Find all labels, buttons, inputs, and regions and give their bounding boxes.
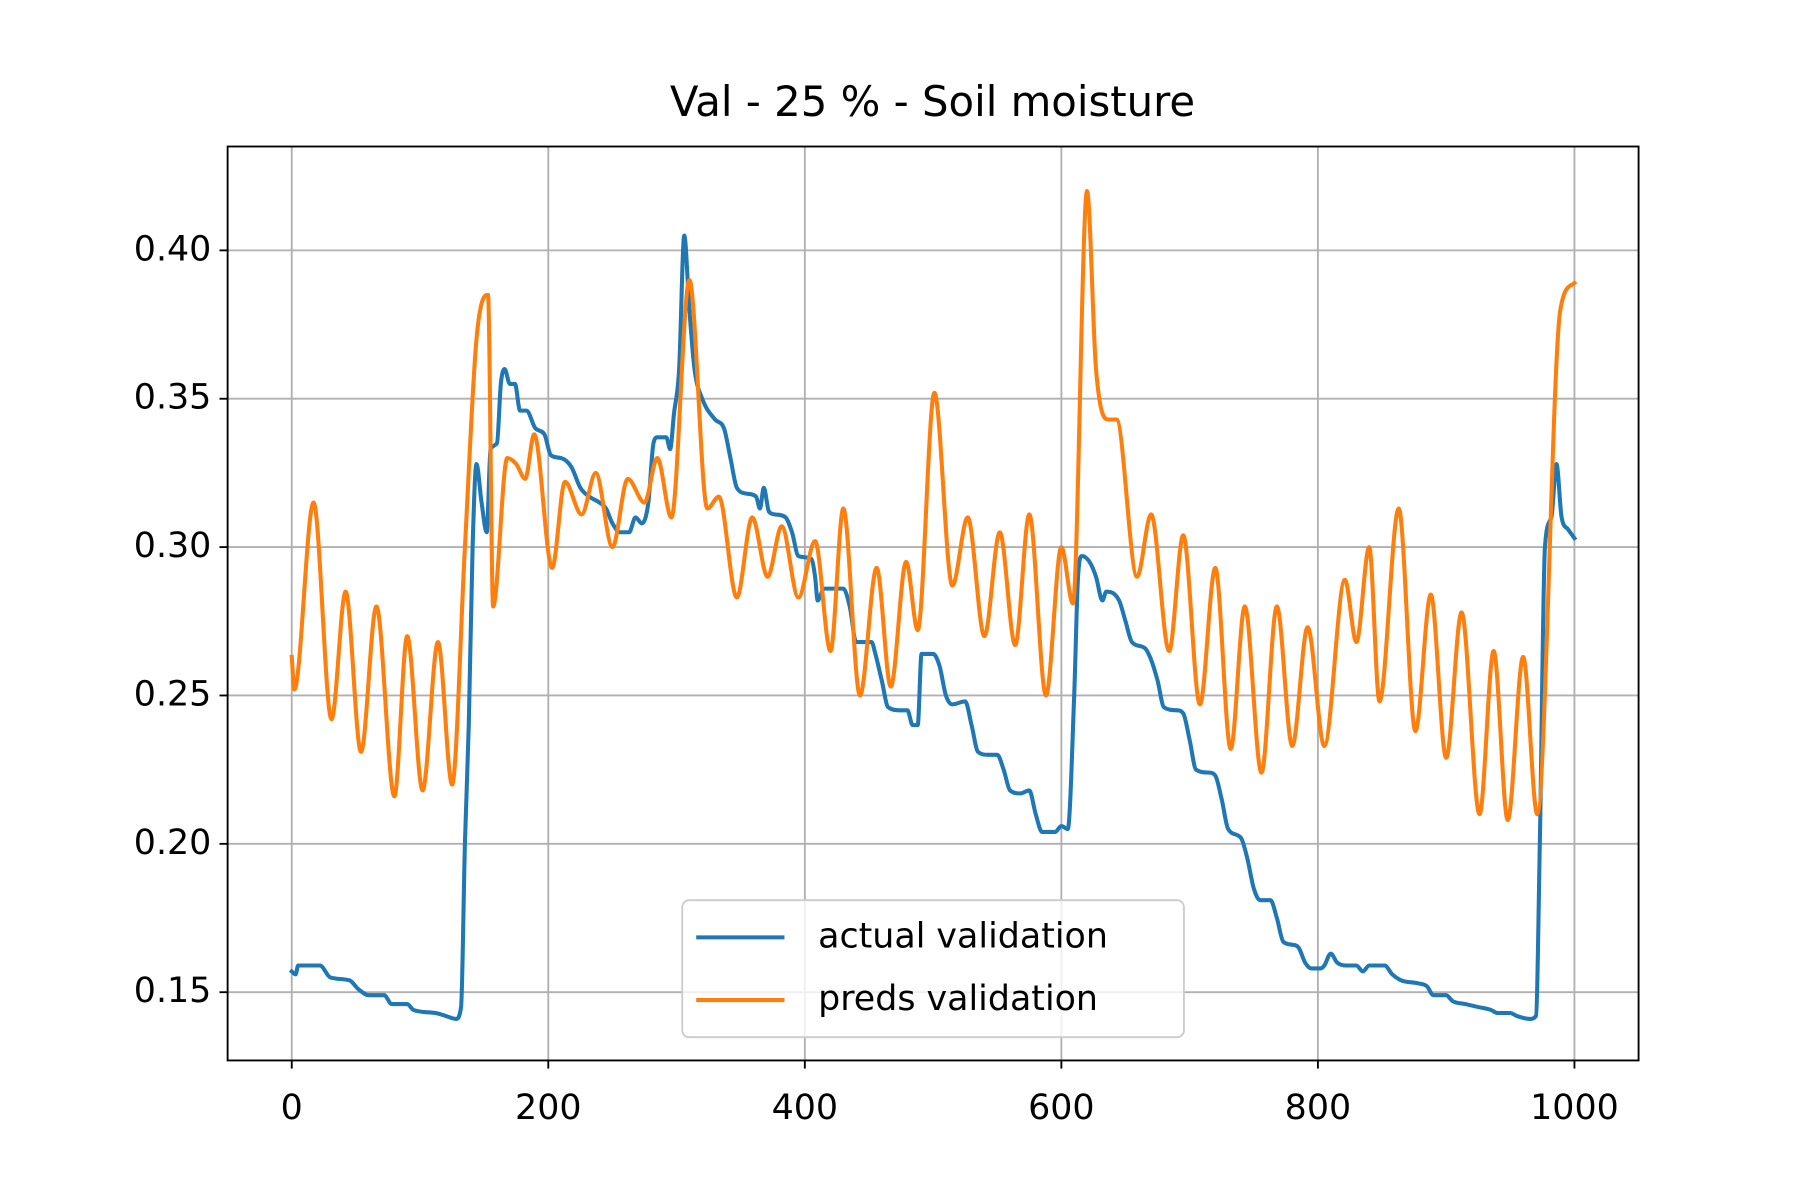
y-tick-label: 0.30 xyxy=(134,526,212,566)
y-tick-label: 0.40 xyxy=(134,229,212,269)
y-tick-label: 0.25 xyxy=(134,674,212,714)
y-tick-label: 0.15 xyxy=(134,971,212,1011)
legend-label: actual validation xyxy=(818,916,1108,956)
data-line xyxy=(289,188,1578,823)
legend-label: preds validation xyxy=(818,979,1098,1019)
chart-title: Val - 25 % - Soil moisture xyxy=(670,77,1195,126)
x-tick-label: 600 xyxy=(1028,1088,1094,1128)
x-tick-label: 1000 xyxy=(1530,1088,1619,1128)
x-tick-label: 0 xyxy=(281,1088,303,1128)
plot-lines xyxy=(288,188,1578,1021)
x-tick-label: 800 xyxy=(1285,1088,1351,1128)
legend-box xyxy=(681,899,1185,1039)
x-tick-label: 200 xyxy=(515,1088,581,1128)
y-tick-label: 0.20 xyxy=(134,823,212,863)
plot-frame xyxy=(226,145,1640,1062)
y-tick-label: 0.35 xyxy=(134,378,212,418)
x-tick-label: 400 xyxy=(772,1088,838,1128)
data-line xyxy=(288,233,1578,1021)
